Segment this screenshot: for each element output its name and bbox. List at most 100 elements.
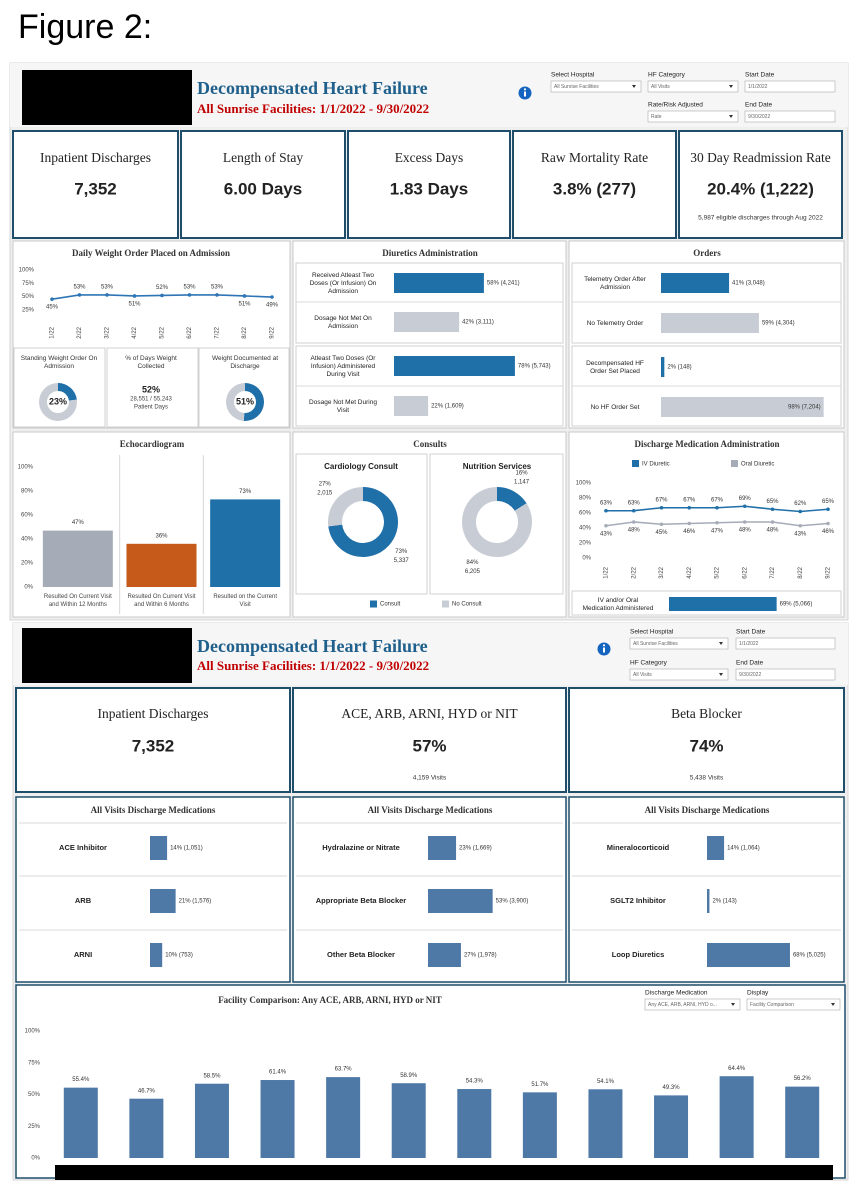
value-label: 53% xyxy=(101,284,114,290)
category-label: Decompensated HF Order Set Placed xyxy=(586,360,644,375)
center-label: 23% xyxy=(49,396,67,406)
kpi-value: 6.00 Days xyxy=(224,179,302,198)
value-label: 53% (3,900) xyxy=(496,899,529,905)
sub-panel xyxy=(295,453,428,595)
info-stem xyxy=(603,647,605,653)
bar xyxy=(428,836,457,860)
dropdown-arrow xyxy=(632,85,636,88)
point xyxy=(160,293,164,298)
bar xyxy=(194,1083,229,1158)
x-tick-label: Resulted On Current Visit and Within 12 M… xyxy=(44,594,112,608)
filter-box[interactable] xyxy=(644,998,741,1011)
value-label: 61.4% xyxy=(269,1070,287,1076)
x-tick-label: Resulted On Current Visit and Within 6 Mo… xyxy=(128,594,196,608)
bar xyxy=(326,1077,361,1158)
value-label: 47% xyxy=(711,528,724,534)
bar xyxy=(707,836,725,860)
kpi-card xyxy=(568,687,845,793)
filter-value: Any ACE, ARB, ARNI, HYD o... xyxy=(648,1002,717,1008)
value-label: 45% xyxy=(655,530,668,536)
filter-box[interactable] xyxy=(735,668,836,681)
filter-value: 9/30/2022 xyxy=(748,114,770,120)
info-dot xyxy=(523,88,527,91)
legend-swatch xyxy=(632,460,639,467)
filter-box[interactable] xyxy=(550,80,642,93)
bar xyxy=(661,357,665,377)
x-tick-label: 1/22 xyxy=(604,566,610,578)
figure-title: Figure 2: xyxy=(18,8,152,46)
value-label: 73% xyxy=(239,489,252,495)
filter-label: HF Category xyxy=(648,72,686,79)
category-label: ARB xyxy=(75,896,92,905)
filter-box[interactable] xyxy=(735,637,836,650)
y-tick-label: 75% xyxy=(22,281,35,287)
donut-segment xyxy=(38,383,77,421)
x-tick-label: 8/22 xyxy=(798,566,804,578)
stat-value: 52% xyxy=(142,384,160,394)
x-tick-label: 2/22 xyxy=(77,326,83,338)
category-label: IV and/or Oral Medication Administered xyxy=(583,597,654,612)
value-label: 64.4% xyxy=(728,1066,746,1072)
value-label: 63.7% xyxy=(335,1067,353,1073)
value-label: 46.7% xyxy=(138,1088,156,1094)
kpi-value: 7,352 xyxy=(74,179,117,198)
value-label: 10% (753) xyxy=(165,953,193,959)
kpi-title: 30 Day Readmission Rate xyxy=(690,150,831,165)
filter-value: 1/1/2022 xyxy=(748,84,768,90)
panel-title: All Visits Discharge Medications xyxy=(645,805,770,815)
value-label: 84% xyxy=(466,560,479,566)
y-tick-label: 25% xyxy=(28,1124,41,1130)
filter-box[interactable] xyxy=(744,80,836,93)
bar xyxy=(661,313,759,333)
point xyxy=(105,293,109,297)
x-tick-label: 9/22 xyxy=(270,326,276,338)
value-label: 48% xyxy=(739,528,752,534)
bar xyxy=(260,1080,295,1158)
y-tick-label: 75% xyxy=(28,1060,41,1066)
kpi-card xyxy=(678,130,843,239)
value-label: 51% xyxy=(128,302,141,308)
filter-label: Display xyxy=(747,990,769,997)
panel xyxy=(15,984,846,1179)
panel-title: Echocardiogram xyxy=(120,439,185,449)
bar xyxy=(126,543,197,587)
filter-box[interactable] xyxy=(746,998,841,1011)
value-label: 27% xyxy=(319,481,332,487)
filter-box[interactable] xyxy=(647,80,739,93)
value-label: 56.2% xyxy=(794,1076,812,1082)
filter-box[interactable] xyxy=(647,110,739,123)
dropdown-arrow xyxy=(729,85,733,88)
value-label: 52% xyxy=(156,285,169,291)
kpi-value: 3.8% (277) xyxy=(553,179,636,198)
value-label: 65% xyxy=(822,499,835,505)
filter-box[interactable] xyxy=(744,110,836,123)
bar xyxy=(391,1083,426,1158)
value-label: 49% xyxy=(266,303,279,309)
info-icon[interactable] xyxy=(597,642,611,656)
dashboard-title: Decompensated Heart Failure xyxy=(197,78,428,98)
filter-box[interactable] xyxy=(629,637,729,650)
bar xyxy=(719,1076,754,1158)
category-label: SGLT2 Inhibitor xyxy=(610,896,666,905)
filter-label: HF Category xyxy=(630,660,668,667)
point xyxy=(770,507,775,512)
category-label: Dosage Not Met During Visit xyxy=(309,399,377,414)
y-tick-label: 40% xyxy=(21,537,34,543)
kpi-card xyxy=(12,130,179,239)
point xyxy=(132,294,137,298)
category-label: Loop Diuretics xyxy=(612,950,665,959)
bar xyxy=(428,889,493,913)
info-icon[interactable] xyxy=(518,86,532,100)
x-tick-label: 7/22 xyxy=(770,566,776,578)
point xyxy=(687,505,692,510)
value-label: 22% (1,609) xyxy=(431,404,464,410)
value-label: 23% (1,669) xyxy=(459,846,492,852)
bar xyxy=(522,1092,557,1158)
value-label: 54.3% xyxy=(466,1079,484,1085)
filter-label: End Date xyxy=(745,102,772,109)
filter-box[interactable] xyxy=(629,668,729,681)
y-tick-label: 80% xyxy=(21,489,34,495)
value-label: 2% (148) xyxy=(667,365,691,371)
value-label: 43% xyxy=(794,531,807,537)
